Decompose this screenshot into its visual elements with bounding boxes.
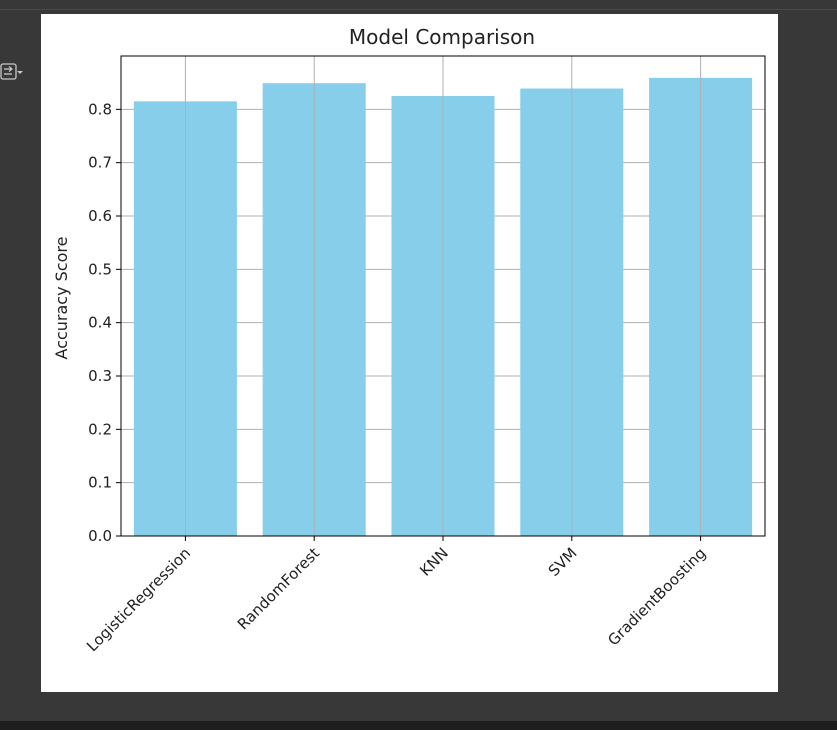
y-tick-label: 0.6: [88, 207, 112, 225]
y-tick-label: 0.8: [88, 100, 112, 118]
x-ticks: LogisticRegression RandomForest KNN SVM Grad…: [83, 536, 709, 655]
x-tick-label: SVM: [545, 544, 581, 580]
y-tick-label: 0.7: [88, 154, 112, 172]
output-collapse-icon[interactable]: [0, 62, 24, 84]
y-tick-label: 0.0: [88, 527, 112, 545]
vertical-grid-lines: [184, 56, 702, 536]
chart-title: Model Comparison: [349, 25, 535, 49]
y-tick-label: 0.4: [88, 314, 112, 332]
bar-chart: 0.0 0.1 0.2 0.3 0.4 0.5 0.6 0.7 0.8 LogisticRegr…: [52, 25, 766, 655]
x-tick-label: RandomForest: [234, 544, 323, 633]
y-tick-label: 0.5: [88, 260, 112, 278]
x-tick-label: KNN: [416, 544, 452, 580]
y-tick-label: 0.3: [88, 367, 112, 385]
y-tick-label: 0.1: [88, 474, 112, 492]
y-ticks: 0.0 0.1 0.2 0.3 0.4 0.5 0.6 0.7 0.8: [88, 100, 121, 545]
y-axis-label: Accuracy Score: [52, 237, 71, 360]
x-tick-label: GradientBoosting: [604, 544, 709, 649]
notebook-bottom-bar: [0, 721, 837, 730]
chart-figure: 0.0 0.1 0.2 0.3 0.4 0.5 0.6 0.7 0.8 LogisticRegr…: [41, 14, 778, 692]
notebook-top-bar: [0, 0, 837, 10]
y-tick-label: 0.2: [88, 420, 112, 438]
x-tick-label: LogisticRegression: [83, 544, 194, 655]
